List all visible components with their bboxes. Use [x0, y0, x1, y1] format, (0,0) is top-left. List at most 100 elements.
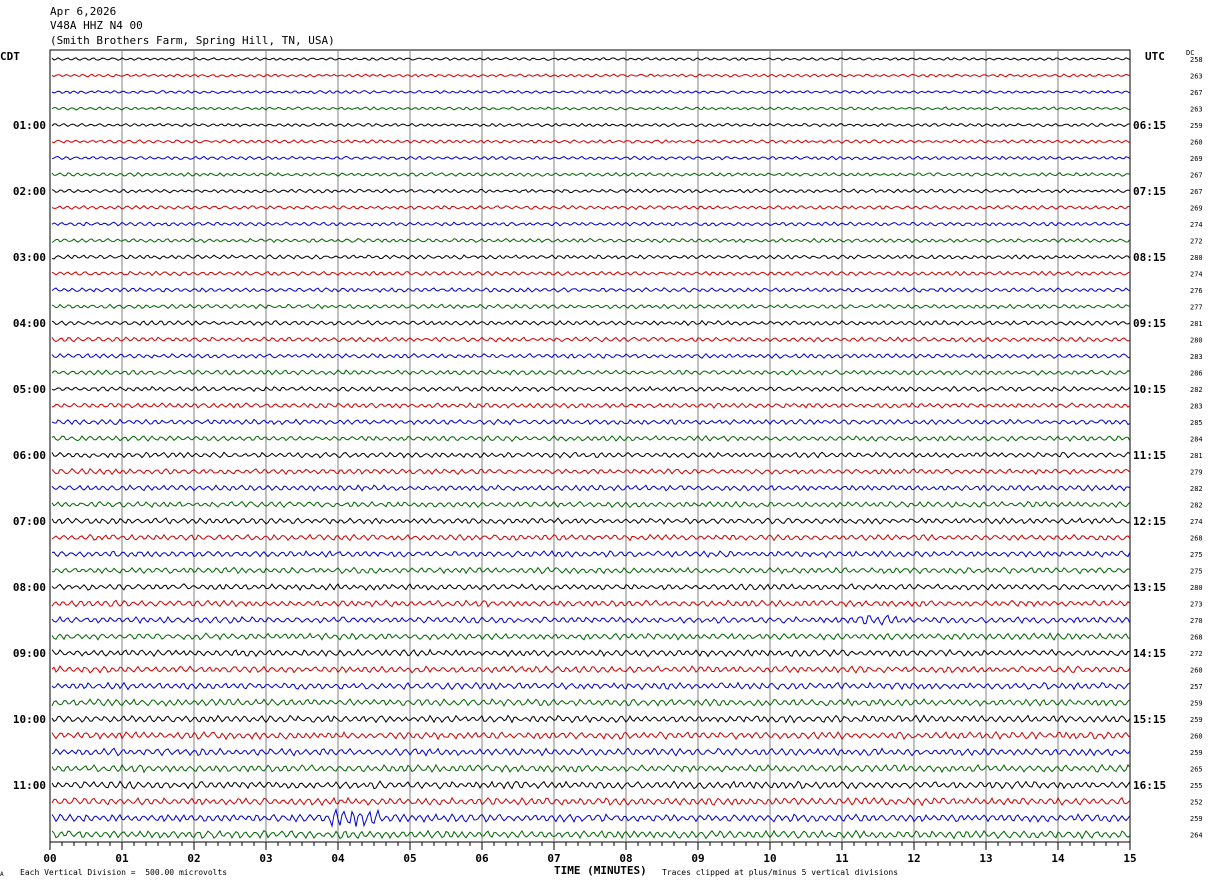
- seismic-trace: [51, 780, 1131, 790]
- dc-offset-label: 272: [1190, 650, 1203, 658]
- plot-date: Apr 6,2026: [50, 5, 117, 18]
- right-hour-label: 09:15: [1133, 317, 1166, 330]
- seismic-trace: [51, 385, 1131, 393]
- x-tick-label: 11: [835, 852, 849, 865]
- seismic-trace: [51, 352, 1131, 360]
- left-timezone-label: CDT: [0, 50, 20, 63]
- dc-offset-label: 260: [1190, 733, 1203, 741]
- seismic-trace: [51, 747, 1131, 757]
- seismic-trace: [51, 614, 1131, 626]
- seismic-trace: [51, 336, 1131, 343]
- seismic-trace: [51, 270, 1131, 277]
- seismic-trace: [51, 237, 1131, 244]
- x-tick-label: 01: [115, 852, 129, 865]
- left-hour-label: 01:00: [13, 119, 46, 132]
- left-hour-label: 05:00: [13, 383, 46, 396]
- dc-offset-label: 282: [1190, 502, 1203, 510]
- dc-offset-label: 263: [1190, 106, 1203, 114]
- left-hour-label: 11:00: [13, 779, 46, 792]
- x-tick-label: 14: [1051, 852, 1065, 865]
- x-tick-label: 05: [403, 852, 416, 865]
- dc-offset-label: 286: [1190, 370, 1203, 378]
- plot-frame: [49, 49, 1131, 843]
- dc-offset-label: 285: [1190, 419, 1203, 427]
- x-tick-label: 10: [763, 852, 776, 865]
- dc-offset-label: 274: [1190, 518, 1203, 526]
- seismic-trace: [51, 467, 1131, 476]
- dc-offset-label: 281: [1190, 320, 1203, 328]
- seismic-trace: [51, 807, 1131, 828]
- x-tick-label: 03: [259, 852, 272, 865]
- seismic-trace: [51, 665, 1131, 674]
- dc-offset-label: 275: [1190, 568, 1203, 576]
- x-tick-label: 08: [619, 852, 632, 865]
- seismic-trace: [51, 89, 1131, 95]
- right-hour-label: 16:15: [1133, 779, 1166, 792]
- left-hour-label: 09:00: [13, 647, 46, 660]
- x-tick-label: 00: [43, 852, 56, 865]
- right-hour-label: 13:15: [1133, 581, 1166, 594]
- dc-offset-label: 268: [1190, 634, 1203, 642]
- seismic-trace: [51, 319, 1131, 327]
- dc-offset-label: 260: [1190, 139, 1203, 147]
- x-tick-label: 04: [331, 852, 345, 865]
- seismic-trace: [51, 402, 1131, 409]
- x-tick-label: 12: [907, 852, 920, 865]
- seismic-trace: [51, 500, 1131, 509]
- dc-offset-label: 284: [1190, 436, 1203, 444]
- left-hour-label: 02:00: [13, 185, 46, 198]
- dc-offset-label: 274: [1190, 271, 1203, 279]
- x-tick-label: 09: [691, 852, 704, 865]
- dc-offset-label: 259: [1190, 815, 1203, 823]
- dc-offset-label: 283: [1190, 353, 1203, 361]
- dc-offset-header: DC: [1186, 49, 1195, 57]
- right-hour-label: 12:15: [1133, 515, 1166, 528]
- seismic-trace: [51, 204, 1130, 211]
- seismic-trace: [51, 221, 1131, 227]
- dc-offset-label: 259: [1190, 716, 1203, 724]
- dc-offset-label: 279: [1190, 469, 1203, 477]
- x-tick-label: 02: [187, 852, 200, 865]
- seismic-trace: [51, 533, 1131, 542]
- right-timezone-label: UTC: [1145, 50, 1165, 63]
- seismic-trace: [51, 517, 1131, 525]
- dc-offset-label: 263: [1190, 73, 1203, 81]
- seismic-trace: [51, 451, 1131, 459]
- right-hour-label: 06:15: [1133, 119, 1166, 132]
- seismic-trace: [51, 106, 1131, 111]
- seismic-trace: [51, 73, 1131, 78]
- left-hour-label: 10:00: [13, 713, 46, 726]
- seismic-trace: [51, 681, 1131, 691]
- seismic-trace: [51, 632, 1131, 641]
- station-location: (Smith Brothers Farm, Spring Hill, TN, U…: [50, 34, 335, 47]
- seismic-trace: [51, 369, 1131, 376]
- seismic-trace: [51, 697, 1131, 707]
- seismic-trace: [51, 155, 1131, 161]
- dc-offset-label: 280: [1190, 584, 1203, 592]
- seismic-trace: [51, 435, 1131, 442]
- seismic-trace: [51, 829, 1131, 840]
- seismic-trace: [51, 583, 1131, 591]
- dc-offset-label: 275: [1190, 551, 1203, 559]
- dc-offset-label: 272: [1190, 238, 1203, 246]
- seismic-trace: [51, 287, 1131, 293]
- seismic-trace: [51, 714, 1131, 724]
- seismic-trace: [51, 303, 1131, 310]
- clip-note: Traces clipped at plus/minus 5 vertical …: [662, 868, 899, 877]
- dc-offset-label: 273: [1190, 601, 1203, 609]
- seismic-trace: [51, 254, 1131, 260]
- seismic-trace: [51, 418, 1131, 426]
- x-tick-label: 13: [979, 852, 992, 865]
- right-hour-label: 15:15: [1133, 713, 1166, 726]
- dc-offset-label: 280: [1190, 254, 1203, 262]
- dc-offset-label: 259: [1190, 749, 1203, 757]
- dc-offset-label: 270: [1190, 617, 1203, 625]
- dc-offset-label: 277: [1190, 304, 1203, 312]
- dc-offset-label: 274: [1190, 221, 1203, 229]
- corner-mark: A: [0, 871, 4, 878]
- seismic-trace: [51, 763, 1131, 774]
- dc-offset-label: 282: [1190, 386, 1203, 394]
- x-tick-label: 15: [1123, 852, 1136, 865]
- right-hour-label: 08:15: [1133, 251, 1166, 264]
